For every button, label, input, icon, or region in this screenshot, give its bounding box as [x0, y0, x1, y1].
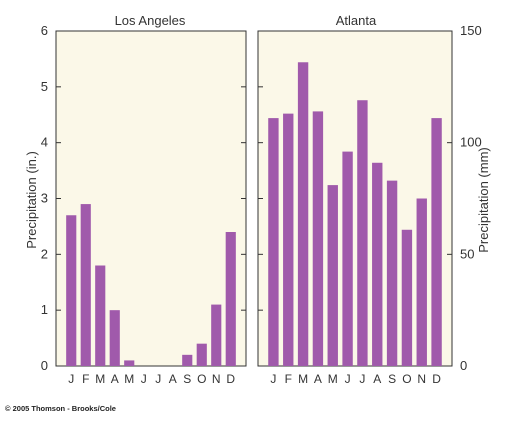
x-tick-label-atl-11: D	[432, 372, 441, 386]
x-tick-label-la-10: N	[212, 372, 221, 386]
bar-la-3	[109, 310, 120, 366]
x-tick-label-atl-4: M	[328, 372, 338, 386]
left-axis-group: Precipitation (in.)	[24, 151, 39, 249]
x-tick-label-atl-3: A	[314, 372, 322, 386]
bar-atl-4	[327, 185, 338, 366]
bar-atl-2	[297, 62, 309, 367]
bar-atl-7	[372, 162, 383, 366]
x-tick-label-atl-5: J	[345, 372, 351, 386]
bar-atl-8	[386, 180, 398, 366]
x-tick-label-atl-7: A	[373, 372, 381, 386]
bar-la-2	[95, 265, 106, 366]
x-tick-label-atl-10: N	[417, 372, 426, 386]
bar-la-4	[124, 360, 135, 366]
bar-la-11	[225, 232, 236, 366]
x-tick-label-la-1: F	[82, 372, 89, 386]
y-tick-label-la-1: 1	[41, 302, 48, 317]
bar-atl-11	[431, 118, 442, 366]
right-axis-group: Precipitation (mm)	[476, 147, 491, 252]
x-tick-label-la-4: M	[124, 372, 134, 386]
y-tick-label-la-5: 5	[41, 79, 48, 94]
y-tick-label-atl-3: 150	[460, 23, 482, 38]
x-tick-label-la-6: J	[155, 372, 161, 386]
x-tick-label-atl-6: J	[359, 372, 365, 386]
y-tick-label-atl-1: 50	[460, 246, 474, 261]
x-tick-label-atl-9: O	[402, 372, 411, 386]
bar-atl-6	[357, 100, 368, 366]
x-tick-label-la-3: A	[111, 372, 119, 386]
x-tick-label-la-7: A	[169, 372, 177, 386]
x-tick-label-la-9: O	[197, 372, 206, 386]
bar-atl-1	[283, 113, 294, 366]
bar-atl-3	[312, 111, 324, 367]
y-tick-label-atl-2: 100	[460, 135, 482, 150]
x-tick-label-la-11: D	[226, 372, 235, 386]
x-tick-label-atl-1: F	[285, 372, 292, 386]
y-tick-label-la-6: 6	[41, 23, 48, 38]
y-tick-label-la-2: 2	[41, 246, 48, 261]
x-tick-label-atl-8: S	[388, 372, 396, 386]
bar-la-0	[66, 215, 77, 366]
y-tick-label-atl-0: 0	[460, 358, 467, 373]
x-tick-label-la-8: S	[183, 372, 191, 386]
bar-la-1	[80, 204, 91, 366]
bar-atl-9	[401, 229, 413, 366]
bar-la-8	[182, 354, 193, 366]
copyright-notice: © 2005 Thomson - Brooks/Cole	[5, 404, 116, 413]
y-tick-label-la-0: 0	[41, 358, 48, 373]
bar-atl-0	[268, 118, 279, 366]
bar-atl-5	[342, 151, 353, 366]
x-tick-label-atl-0: J	[270, 372, 276, 386]
left-y-axis-label: Precipitation (in.)	[24, 151, 39, 249]
bar-atl-10	[416, 198, 427, 366]
x-tick-label-atl-2: M	[298, 372, 308, 386]
bar-la-9	[196, 343, 207, 366]
y-tick-label-la-4: 4	[41, 135, 48, 150]
atlanta-title: Atlanta	[336, 13, 377, 28]
los-angeles-title: Los Angeles	[115, 13, 186, 28]
y-tick-label-la-3: 3	[41, 191, 48, 206]
right-y-axis-label: Precipitation (mm)	[476, 147, 491, 252]
x-tick-label-la-5: J	[141, 372, 147, 386]
x-tick-label-la-2: M	[95, 372, 105, 386]
x-tick-label-la-0: J	[68, 372, 74, 386]
bar-la-10	[211, 304, 222, 366]
